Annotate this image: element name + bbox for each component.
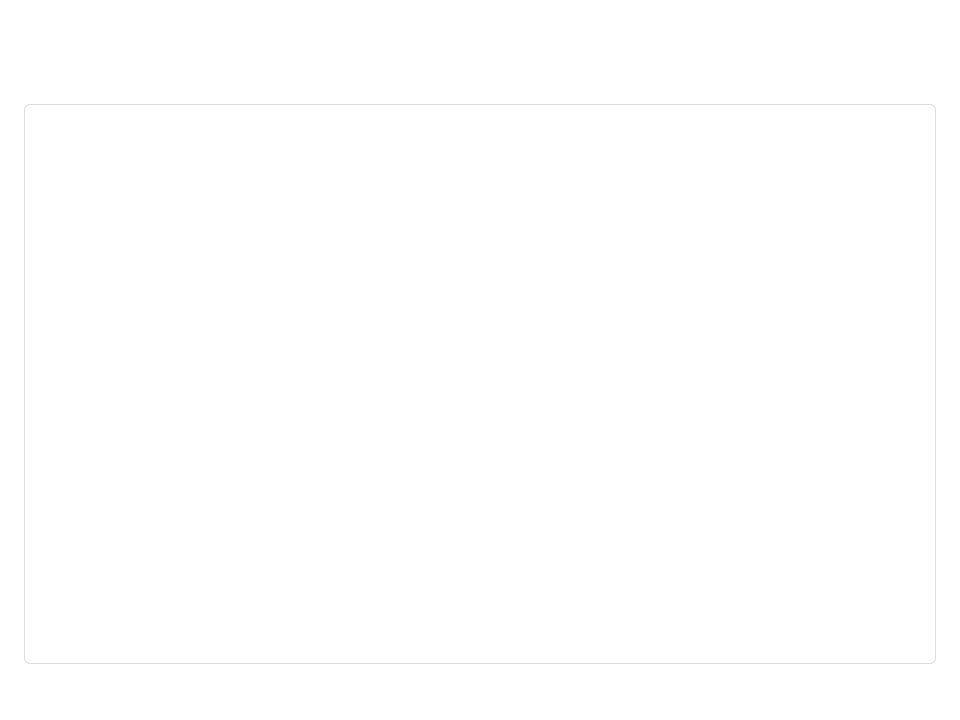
- main-content-area: [24, 104, 936, 664]
- page-footer: [24, 680, 936, 696]
- page-subtitle: [24, 68, 936, 88]
- page-title: [24, 24, 936, 52]
